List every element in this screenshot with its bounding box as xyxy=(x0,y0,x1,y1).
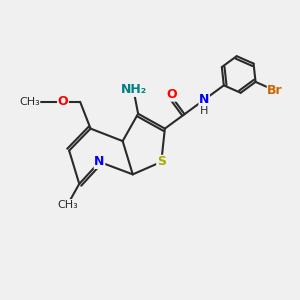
Text: CH₃: CH₃ xyxy=(57,200,78,210)
Text: N: N xyxy=(199,93,209,106)
Text: S: S xyxy=(157,155,166,168)
Text: Br: Br xyxy=(267,84,283,97)
Text: O: O xyxy=(167,88,177,101)
Text: N: N xyxy=(94,155,105,168)
Text: NH₂: NH₂ xyxy=(120,83,147,96)
Text: H: H xyxy=(200,106,208,116)
Text: CH₃: CH₃ xyxy=(19,97,40,107)
Text: O: O xyxy=(58,95,68,108)
